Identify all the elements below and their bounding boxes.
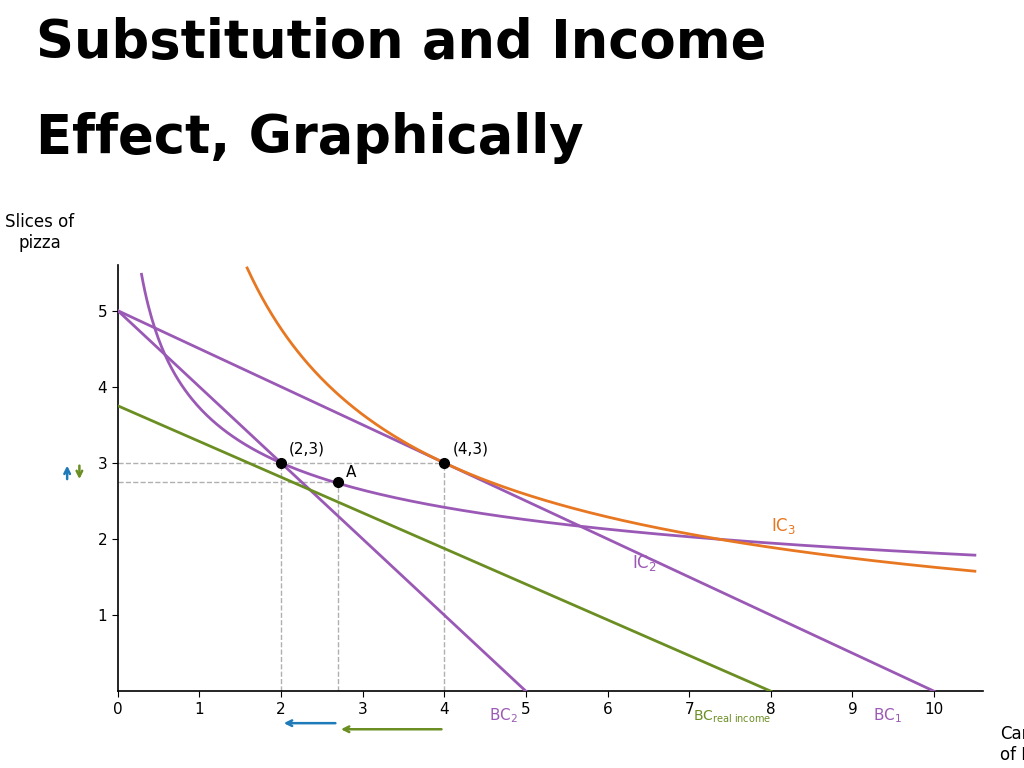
- Text: BC$_1$: BC$_1$: [872, 706, 902, 725]
- Text: A: A: [346, 465, 356, 480]
- Text: BC$_2$: BC$_2$: [489, 706, 518, 725]
- Y-axis label: Slices of
pizza: Slices of pizza: [5, 214, 75, 252]
- X-axis label: Cans
of Pepsi: Cans of Pepsi: [1000, 725, 1024, 764]
- Text: BC$_{\rm real\ income}$: BC$_{\rm real\ income}$: [693, 708, 771, 724]
- Text: IC$_2$: IC$_2$: [632, 553, 657, 573]
- Text: (2,3): (2,3): [289, 442, 326, 457]
- Text: (4,3): (4,3): [453, 442, 488, 457]
- Text: Substitution and Income: Substitution and Income: [36, 17, 766, 69]
- Text: Effect, Graphically: Effect, Graphically: [36, 112, 584, 164]
- Text: IC$_3$: IC$_3$: [771, 516, 796, 536]
